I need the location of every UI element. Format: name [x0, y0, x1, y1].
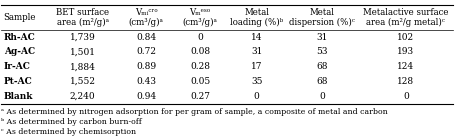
- Text: 1,552: 1,552: [70, 77, 96, 86]
- Text: 0.05: 0.05: [190, 77, 210, 86]
- Text: Pt-AC: Pt-AC: [4, 77, 32, 86]
- Text: 0.89: 0.89: [136, 62, 156, 71]
- Text: 0.08: 0.08: [190, 47, 210, 56]
- Text: Vₘᵢᶜʳᵒ
(cm³/g)ᵃ: Vₘᵢᶜʳᵒ (cm³/g)ᵃ: [128, 7, 164, 27]
- Text: 2,240: 2,240: [70, 92, 96, 101]
- Text: 128: 128: [397, 77, 414, 86]
- Text: 0.27: 0.27: [190, 92, 210, 101]
- Text: ᶜ As determined by chemisorption: ᶜ As determined by chemisorption: [1, 128, 137, 136]
- Text: 102: 102: [397, 33, 414, 42]
- Text: 0: 0: [319, 92, 325, 101]
- Text: BET surface
area (m²/g)ᵃ: BET surface area (m²/g)ᵃ: [56, 7, 109, 27]
- Text: 0.72: 0.72: [136, 47, 156, 56]
- Text: Metal
loading (%)ᵇ: Metal loading (%)ᵇ: [230, 7, 283, 27]
- Text: Ir-AC: Ir-AC: [4, 62, 30, 71]
- Text: 31: 31: [317, 33, 328, 42]
- Text: 68: 68: [317, 77, 328, 86]
- Text: 1,884: 1,884: [70, 62, 96, 71]
- Text: 0: 0: [197, 33, 203, 42]
- Text: 193: 193: [397, 47, 414, 56]
- Text: ᵇ As determined by carbon burn-off: ᵇ As determined by carbon burn-off: [1, 118, 142, 126]
- Text: 0: 0: [403, 92, 409, 101]
- Text: Vₘᵉˢᵒ
(cm³/g)ᵃ: Vₘᵉˢᵒ (cm³/g)ᵃ: [183, 7, 218, 27]
- Text: 0.43: 0.43: [136, 77, 156, 86]
- Text: 1,739: 1,739: [70, 33, 96, 42]
- Text: 68: 68: [317, 62, 328, 71]
- Text: 31: 31: [251, 47, 262, 56]
- Text: 35: 35: [251, 77, 263, 86]
- Text: 0.84: 0.84: [136, 33, 156, 42]
- Text: 1,501: 1,501: [70, 47, 96, 56]
- Text: Metal
dispersion (%)ᶜ: Metal dispersion (%)ᶜ: [289, 7, 355, 27]
- Text: Blank: Blank: [4, 92, 33, 101]
- Text: 0: 0: [254, 92, 260, 101]
- Text: 124: 124: [397, 62, 414, 71]
- Text: 17: 17: [251, 62, 263, 71]
- Text: Rh-AC: Rh-AC: [4, 33, 36, 42]
- Text: 0.94: 0.94: [136, 92, 156, 101]
- Text: Ag-AC: Ag-AC: [4, 47, 35, 56]
- Text: 53: 53: [317, 47, 328, 56]
- Text: ᵃ As determined by nitrogen adsorption for per gram of sample, a composite of me: ᵃ As determined by nitrogen adsorption f…: [1, 108, 388, 116]
- Text: Sample: Sample: [4, 13, 36, 22]
- Text: 0.28: 0.28: [190, 62, 210, 71]
- Text: Metalactive surface
area (m²/g metal)ᶜ: Metalactive surface area (m²/g metal)ᶜ: [363, 7, 448, 27]
- Text: 14: 14: [251, 33, 263, 42]
